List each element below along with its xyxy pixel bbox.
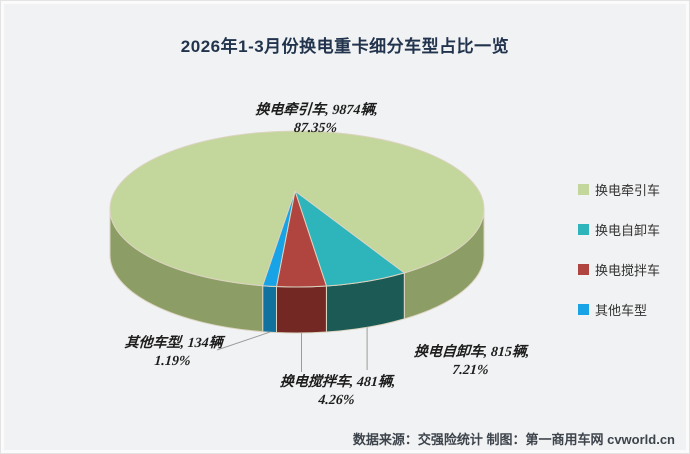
legend-label-traction: 换电牵引车 (595, 182, 661, 198)
legend-item-mixer: 换电搅拌车 (578, 249, 660, 289)
slice-label-dump-text: 换电自卸车, 815辆, (413, 345, 530, 360)
slice-label-dump: 换电自卸车, 815辆, 7.21% (380, 344, 563, 380)
footer-credit: 数据来源：交强险统计 制图：第一商用车网 cvworld.cn (352, 432, 675, 447)
slice-label-traction-text: 换电牵引车, 9874辆, (254, 103, 379, 118)
legend: 换电牵引车 换电自卸车 换电搅拌车 其他车型 (578, 169, 660, 329)
slice-label-traction-pct: 87.35% (293, 121, 338, 136)
slice-label-other-pct: 1.19% (153, 354, 192, 369)
slice-label-dump-pct: 7.21% (451, 363, 490, 378)
slice-label-mixer-pct: 4.26% (317, 393, 356, 408)
legend-item-traction: 换电牵引车 (578, 169, 660, 209)
legend-swatch-traction-icon (578, 183, 589, 195)
slice-label-other-text: 其他车型, 134辆 (124, 336, 224, 351)
legend-item-dump: 换电自卸车 (578, 209, 660, 249)
legend-label-dump: 换电自卸车 (595, 222, 661, 238)
legend-swatch-dump-icon (578, 223, 589, 235)
legend-label-other: 其他车型 (595, 302, 648, 318)
legend-swatch-other-icon (578, 303, 589, 315)
slice-label-traction: 换电牵引车, 9874辆, 87.35% (165, 102, 468, 138)
chart-title: 2026年1-3月份换电重卡细分车型占比一览 (180, 37, 510, 56)
slice-label-other: 其他车型, 134辆 1.19% (82, 335, 265, 371)
legend-label-mixer: 换电搅拌车 (595, 262, 661, 278)
legend-item-other: 其他车型 (578, 289, 660, 329)
legend-swatch-mixer-icon (578, 263, 589, 275)
